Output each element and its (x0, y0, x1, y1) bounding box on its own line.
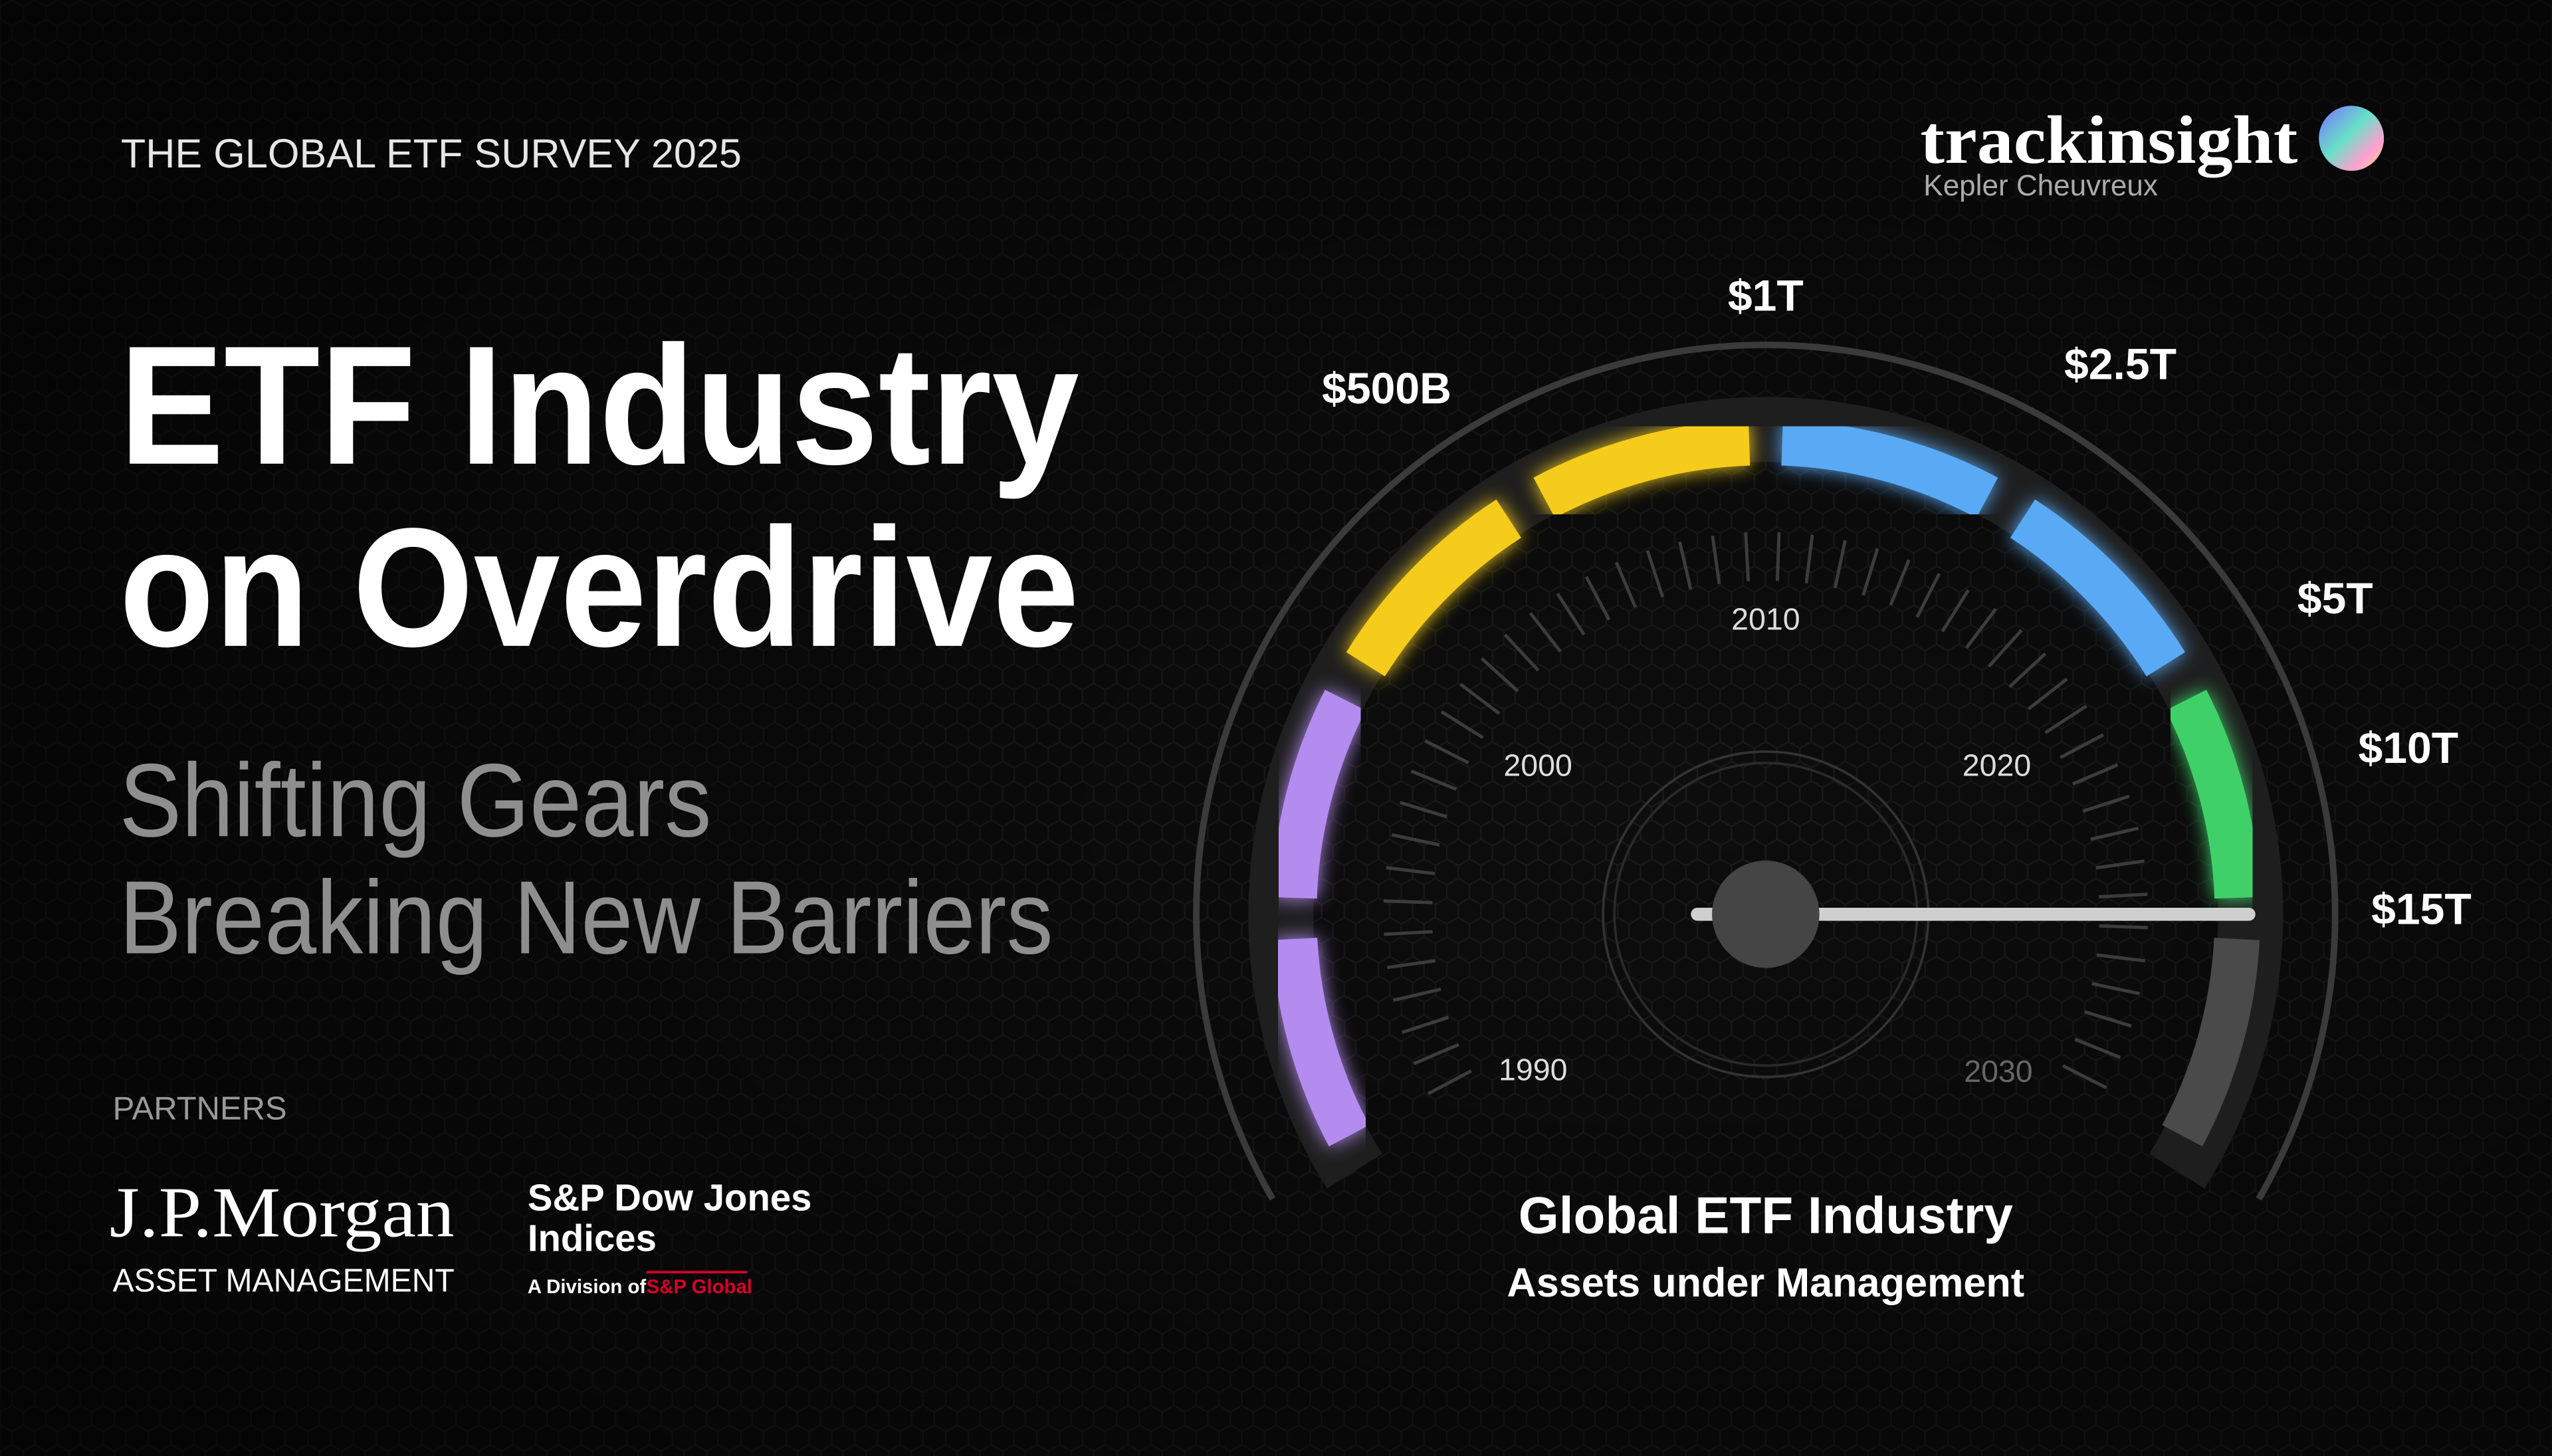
gauge-segment (1533, 420, 1751, 518)
subtitle-line: Shifting Gears (119, 742, 711, 859)
gauge-hub (1712, 861, 1820, 968)
gauge-tick (1889, 559, 1911, 606)
gauge-tick (2090, 827, 2139, 841)
brand-orb (2319, 106, 2385, 171)
gauge-tick (2095, 859, 2145, 870)
gauge-tick (1775, 532, 1781, 581)
gauge-caption-sub: Assets under Management (1507, 1260, 2025, 1305)
gauge-tick (1391, 833, 1440, 847)
spdji-logo: Indices (528, 1217, 657, 1259)
gauge-outer-rim (1193, 342, 2339, 1201)
gauge-tick (1424, 739, 1469, 765)
gauge-segment (2162, 937, 2260, 1147)
gauge-tick (2096, 953, 2146, 963)
spdji-division: A Division of (528, 1276, 647, 1298)
gauge-tick (2074, 1037, 2121, 1059)
gauge-tick (2082, 794, 2130, 813)
title-line: on Overdrive (119, 493, 1079, 682)
value-label: $10T (2359, 724, 2459, 773)
gauge-tick (1614, 562, 1638, 608)
gauge-tick (1678, 541, 1693, 590)
year-label: 2020 (1963, 748, 2031, 783)
gauge-tick (1383, 899, 1433, 904)
year-label: 2010 (1731, 601, 1800, 636)
gauge-tick (2084, 1010, 2132, 1028)
gauge-tick (1401, 1015, 1449, 1034)
gauge-tick (1915, 573, 1941, 618)
gauge-tick (1861, 548, 1879, 596)
gauge-tick (1646, 550, 1665, 598)
value-label: $15T (2371, 884, 2472, 934)
gauge-tick (1399, 801, 1447, 819)
gauge-tick (1427, 1069, 1472, 1096)
survey-label: THE GLOBAL ETF SURVEY 2025 (121, 131, 742, 176)
gauge-tick (1440, 710, 1484, 739)
spdji-logo: S&P Dow Jones (528, 1176, 812, 1218)
gauge-tick (2091, 982, 2141, 995)
gauge-tick (2099, 924, 2148, 930)
gauge: $500B $1T $2.5T $5T $10T $15T 1990 2000 2010 2020… (1193, 272, 2472, 1201)
gauge-tick (2008, 652, 2047, 688)
gauge-tick (2059, 733, 2104, 760)
title-line: ETF Industry (119, 311, 1079, 500)
value-label: $5T (2297, 574, 2373, 623)
gauge-caption: Global ETF Industry (1519, 1186, 2014, 1245)
spglobal-logo: S&P Global (647, 1276, 752, 1298)
year-label: 2030 (1964, 1054, 2032, 1089)
gauge-segment (1346, 499, 1522, 676)
brand-sub: Kepler Cheuvreux (1923, 169, 2158, 202)
partners-label: PARTNERS (113, 1091, 287, 1126)
gauge-tick (1529, 611, 1562, 653)
gauge-segment (1781, 420, 1998, 518)
gauge-tick (2027, 677, 2068, 710)
gauge-tick (2062, 1064, 2107, 1090)
year-label: 2000 (1503, 748, 1572, 783)
gauge-tick (2044, 704, 2087, 734)
jpmorgan-logo: J.P.Morgan (110, 1174, 455, 1253)
value-label: $2.5T (2064, 340, 2177, 389)
gauge-tick (1413, 1043, 1459, 1065)
gauge-tick (1503, 633, 1540, 672)
gauge-tick (2098, 892, 2148, 898)
gauge-tick (1711, 535, 1721, 585)
value-label: $500B (1322, 364, 1451, 413)
gauge-tick (1410, 770, 1457, 791)
gauge-tick (1386, 959, 1436, 970)
gauge-tick (1804, 534, 1814, 583)
value-label: $1T (1728, 272, 1804, 321)
year-label: 1990 (1499, 1053, 1567, 1087)
gauge-segment (2165, 689, 2260, 899)
gauge-tick (1392, 988, 1441, 1002)
gauge-tick (1941, 589, 1970, 633)
gauge-segment (2010, 499, 2185, 676)
gauge-tick (1386, 866, 1436, 876)
gauge-tick (1556, 592, 1586, 636)
gauge-tick (1384, 930, 1433, 936)
gauge-segment (1271, 689, 1366, 899)
gauge-tick (1584, 575, 1611, 621)
gauge-tick (2072, 763, 2119, 785)
brand-logo: trackinsight (1920, 102, 2297, 178)
gauge-tick (1459, 682, 1501, 715)
gauge-tick (1833, 540, 1847, 589)
subtitle-line: Breaking New Barriers (119, 860, 1053, 976)
gauge-tick (1744, 532, 1751, 581)
gauge-tick (1480, 657, 1519, 692)
gauge-tick (1965, 607, 1998, 649)
gauge-segment (1271, 937, 1370, 1147)
gauge-tick (1987, 629, 2023, 668)
jpmorgan-sub: ASSET MANAGEMENT (113, 1263, 455, 1299)
